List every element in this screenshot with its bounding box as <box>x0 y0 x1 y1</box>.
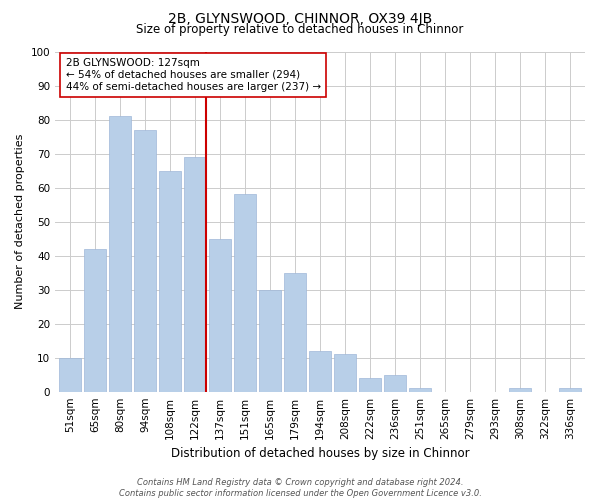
Bar <box>235 194 256 392</box>
Text: 2B GLYNSWOOD: 127sqm
← 54% of detached houses are smaller (294)
44% of semi-deta: 2B GLYNSWOOD: 127sqm ← 54% of detached h… <box>65 58 321 92</box>
Bar <box>134 130 155 392</box>
Bar <box>209 238 230 392</box>
Bar <box>85 249 106 392</box>
Bar <box>59 358 80 392</box>
Bar <box>559 388 581 392</box>
X-axis label: Distribution of detached houses by size in Chinnor: Distribution of detached houses by size … <box>171 447 469 460</box>
Text: 2B, GLYNSWOOD, CHINNOR, OX39 4JB: 2B, GLYNSWOOD, CHINNOR, OX39 4JB <box>168 12 432 26</box>
Bar <box>409 388 431 392</box>
Bar <box>184 157 206 392</box>
Bar <box>509 388 530 392</box>
Text: Contains HM Land Registry data © Crown copyright and database right 2024.
Contai: Contains HM Land Registry data © Crown c… <box>119 478 481 498</box>
Bar <box>160 170 181 392</box>
Bar <box>310 351 331 392</box>
Bar <box>385 374 406 392</box>
Text: Size of property relative to detached houses in Chinnor: Size of property relative to detached ho… <box>136 22 464 36</box>
Bar <box>359 378 380 392</box>
Y-axis label: Number of detached properties: Number of detached properties <box>15 134 25 310</box>
Bar <box>334 354 356 392</box>
Bar <box>284 272 305 392</box>
Bar <box>109 116 131 392</box>
Bar <box>259 290 281 392</box>
